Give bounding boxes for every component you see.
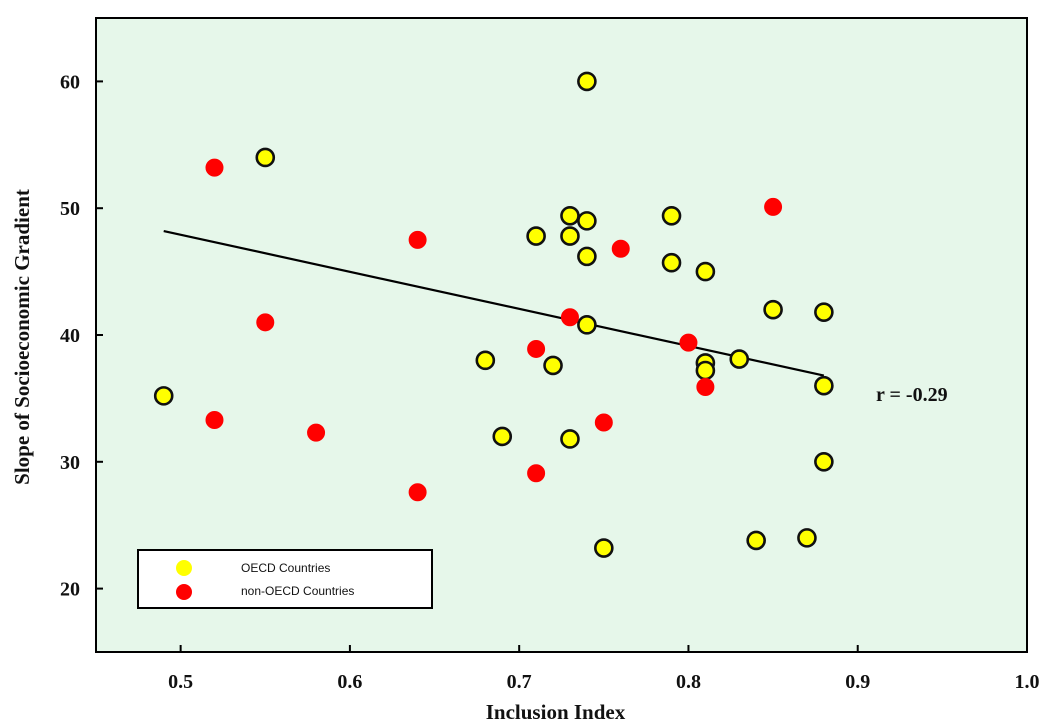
non-oecd-point bbox=[205, 158, 224, 177]
x-tick-label: 0.6 bbox=[337, 671, 362, 693]
oecd-point bbox=[695, 360, 716, 381]
oecd-point bbox=[577, 211, 597, 231]
trendline-layer bbox=[163, 229, 825, 377]
oecd-point bbox=[661, 252, 682, 273]
y-tick-label: 20 bbox=[60, 579, 80, 601]
non-oecd-point bbox=[527, 339, 546, 358]
non-oecd-point bbox=[764, 197, 783, 216]
oecd-point bbox=[695, 261, 716, 282]
legend-marker-oecd bbox=[176, 560, 192, 576]
x-axis-title: Inclusion Index bbox=[486, 700, 626, 721]
x-tick-label: 0.5 bbox=[168, 671, 193, 693]
oecd-point bbox=[475, 350, 496, 371]
oecd-point bbox=[543, 355, 563, 376]
non-oecd-point bbox=[560, 308, 579, 327]
y-tick-label: 60 bbox=[60, 71, 80, 93]
oecd-point bbox=[560, 429, 580, 449]
non-oecd-point bbox=[611, 239, 630, 258]
oecd-point bbox=[814, 375, 834, 396]
points-layer bbox=[153, 71, 834, 558]
legend-marker-non-oecd bbox=[176, 584, 192, 600]
oecd-point bbox=[746, 530, 766, 551]
non-oecd-point bbox=[205, 410, 224, 429]
non-oecd-point bbox=[696, 377, 715, 396]
legend-label-non-oecd: non-OECD Countries bbox=[241, 584, 354, 598]
oecd-point bbox=[492, 426, 513, 447]
x-tick-label: 0.7 bbox=[507, 671, 532, 693]
non-oecd-point bbox=[679, 333, 698, 352]
oecd-point bbox=[560, 226, 580, 246]
non-oecd-point bbox=[527, 464, 546, 483]
non-oecd-point bbox=[307, 423, 326, 442]
oecd-point bbox=[797, 528, 817, 548]
x-tick-label: 0.8 bbox=[676, 671, 701, 693]
oecd-point bbox=[577, 315, 597, 335]
oecd-point bbox=[153, 386, 174, 406]
x-tick-label: 0.9 bbox=[845, 671, 870, 693]
legend-box bbox=[137, 549, 433, 609]
non-oecd-point bbox=[256, 313, 275, 332]
y-tick-label: 50 bbox=[60, 198, 80, 220]
oecd-point bbox=[729, 349, 750, 369]
trendline bbox=[163, 229, 825, 377]
oecd-point bbox=[526, 226, 546, 246]
oecd-point bbox=[763, 299, 783, 320]
legend: OECD Countries non-OECD Countries bbox=[137, 549, 433, 609]
oecd-point bbox=[255, 147, 276, 168]
oecd-point bbox=[661, 206, 682, 226]
non-oecd-point bbox=[408, 230, 427, 249]
axes-layer: 0.5 0.6 0.7 0.8 0.9 1.0 20 30 40 50 60 bbox=[60, 71, 1040, 693]
x-tick-label: 1.0 bbox=[1015, 671, 1040, 693]
correlation-annotation: r = -0.29 bbox=[876, 384, 948, 406]
plot-area bbox=[95, 17, 1028, 653]
y-tick-label: 30 bbox=[60, 452, 80, 474]
oecd-point bbox=[814, 302, 834, 322]
oecd-point bbox=[814, 451, 834, 472]
non-oecd-point bbox=[594, 413, 613, 432]
y-tick-label: 40 bbox=[60, 325, 80, 347]
oecd-point bbox=[577, 71, 597, 92]
oecd-point bbox=[594, 538, 614, 558]
oecd-point bbox=[560, 206, 580, 226]
non-oecd-point bbox=[408, 483, 427, 502]
y-axis-title: Slope of Socioeconomic Gradient bbox=[10, 189, 34, 485]
oecd-point bbox=[577, 246, 597, 267]
legend-label-oecd: OECD Countries bbox=[241, 561, 330, 575]
